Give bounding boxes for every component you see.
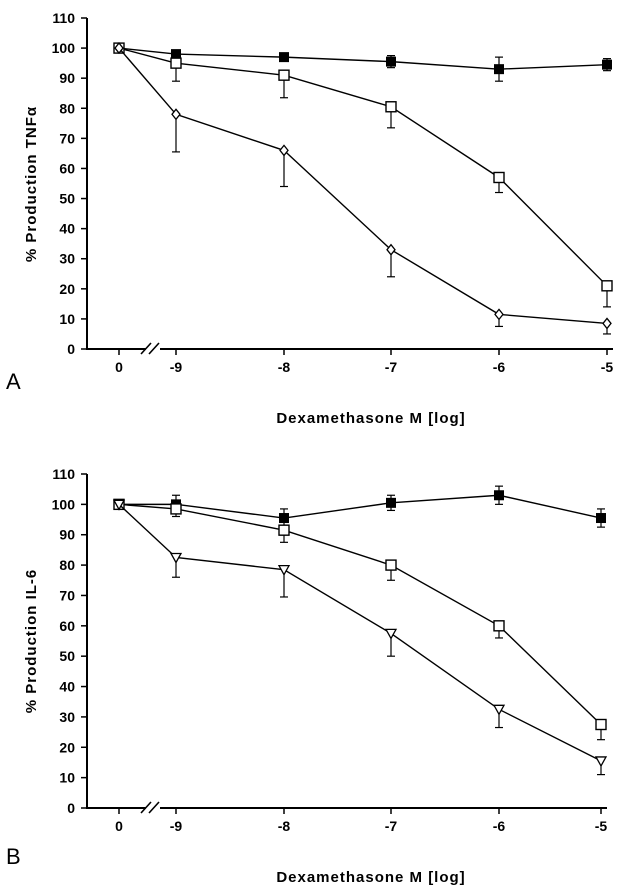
series-line [118,47,608,325]
data-point [386,56,396,67]
series-line [118,47,608,287]
data-point [494,308,504,321]
data-point [112,499,126,511]
x-tick-label: 0 [115,818,123,834]
y-tick-label: 80 [59,100,75,116]
y-tick-label: 80 [59,557,75,573]
series-line [119,494,602,519]
data-point [492,704,506,716]
y-tick-label: 40 [59,679,75,695]
y-tick-label: 0 [67,800,75,816]
x-tick-label: -9 [170,359,183,375]
data-point [279,52,289,63]
data-point [278,524,290,536]
axis-break-mark [148,342,160,355]
x-tick-label: -8 [278,359,291,375]
x-tick-label: -5 [601,359,614,375]
y-tick-label: 70 [59,587,75,603]
data-point [595,718,607,731]
data-point [386,243,396,256]
panel-a: 0 10 20 30 40 50 60 70 80 90 100 110 0 -9 -8 -7 -6 -5 Dexa… [6,10,613,427]
y-tick-label: 90 [59,70,75,86]
y-tick-label: 60 [59,618,75,634]
y-tick-label: 0 [67,341,75,357]
data-point [171,49,181,60]
x-axis-label: Dexamethasone M [log] [276,410,465,427]
data-point [601,280,613,292]
x-tick-label: 0 [115,359,123,375]
data-point [384,628,398,640]
y-tick-label: 60 [59,160,75,176]
data-point [386,497,396,508]
data-point [278,69,290,81]
y-tick-label: 110 [52,10,75,26]
y-tick-label: 10 [59,311,75,327]
data-point [596,513,606,524]
y-tick-label: 20 [59,281,75,297]
data-point [279,513,289,524]
y-axis-label: % Production TNFα [23,106,40,262]
data-point [493,171,505,184]
data-point [602,317,612,330]
data-point [170,57,182,69]
axis-break-mark [140,801,152,814]
y-tick-label: 20 [59,739,75,755]
y-tick-label: 100 [52,40,76,56]
data-point [169,552,183,564]
axis-break-mark [148,801,160,814]
x-tick-label: -7 [385,818,398,834]
y-tick-label: 30 [59,251,75,267]
axis-break-mark [140,342,152,355]
x-tick-label: -5 [595,818,608,834]
data-point [602,59,612,70]
series-line [118,503,602,726]
y-tick-label: 10 [59,770,75,786]
data-point [494,64,504,75]
x-tick-label: -9 [170,818,183,834]
y-tick-label: 40 [59,221,75,237]
y-tick-label: 90 [59,527,75,543]
series-line [118,503,602,762]
y-tick-label: 70 [59,130,75,146]
data-point [385,559,397,571]
data-point [279,144,289,157]
data-point [493,620,505,632]
data-point [385,101,397,113]
x-tick-label: -6 [493,359,506,375]
series-line [118,47,608,70]
y-tick-label: 50 [59,648,75,664]
panel-b: 0 10 20 30 40 50 60 70 80 90 100 110 0 -9 -8 -7 -6 -5 Dexa… [6,466,607,885]
y-tick-label: 30 [59,709,75,725]
data-point [170,503,182,515]
y-tick-label: 100 [52,496,76,512]
data-point [114,42,124,55]
x-axis-label: Dexamethasone M [log] [276,869,465,885]
x-tick-label: -8 [278,818,291,834]
panel-label: B [6,844,21,869]
data-point [277,564,291,576]
y-axis-label: % Production IL-6 [23,569,40,714]
panel-label: A [6,369,21,394]
y-tick-label: 50 [59,191,75,207]
data-point [494,490,504,501]
data-point [171,108,181,121]
x-tick-label: -6 [493,818,506,834]
x-tick-label: -7 [385,359,398,375]
y-tick-label: 110 [52,466,75,482]
data-point [594,756,608,768]
